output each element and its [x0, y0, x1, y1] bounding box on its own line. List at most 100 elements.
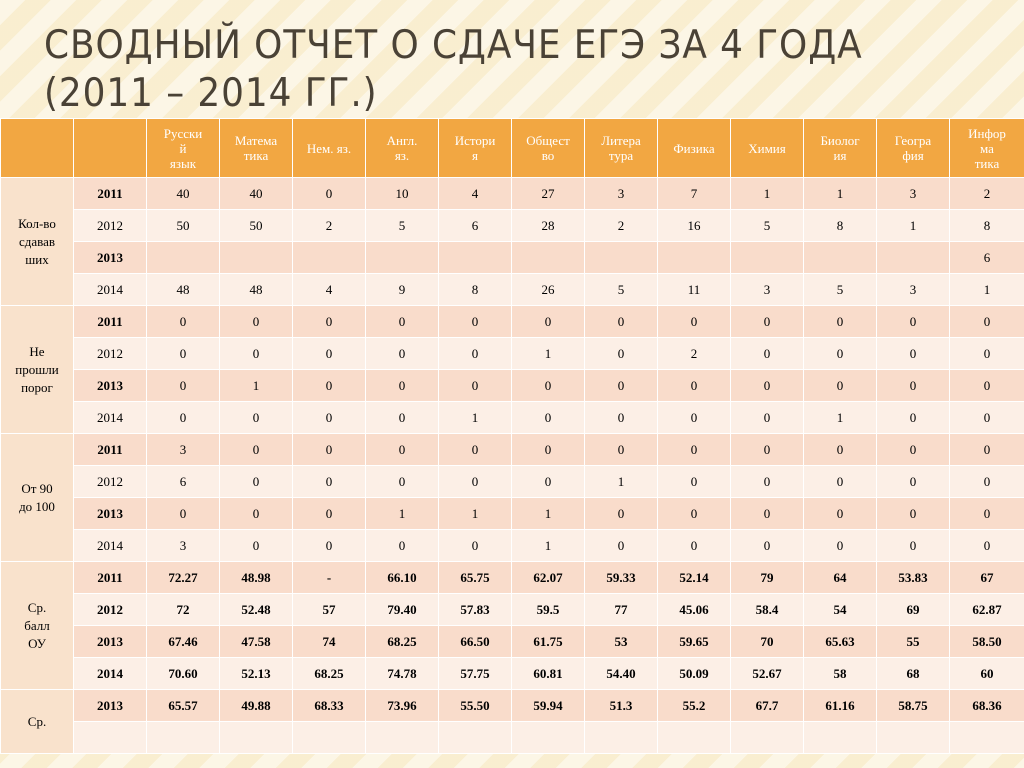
- value-cell: 0: [292, 497, 366, 530]
- value-cell: 0: [219, 465, 293, 498]
- column-header: Англ. яз.: [365, 118, 439, 178]
- value-cell: 0: [876, 401, 950, 434]
- value-cell: 67.7: [730, 689, 804, 722]
- value-cell: 53: [584, 625, 658, 658]
- value-cell: 65.75: [438, 561, 512, 594]
- value-cell: 0: [730, 497, 804, 530]
- row-group-label: Ср. балл ОУ: [0, 561, 74, 690]
- value-cell: 57.83: [438, 593, 512, 626]
- value-cell: 58: [803, 657, 877, 690]
- value-cell: 0: [803, 369, 877, 402]
- value-cell: 0: [365, 529, 439, 562]
- value-cell: 0: [657, 369, 731, 402]
- value-cell: 0: [584, 369, 658, 402]
- value-cell: 1: [438, 401, 512, 434]
- value-cell: 40: [146, 177, 220, 210]
- value-cell: [584, 721, 658, 754]
- year-cell: 2012: [73, 337, 147, 370]
- value-cell: 68.36: [949, 689, 1024, 722]
- value-cell: 0: [657, 497, 731, 530]
- value-cell: 0: [584, 305, 658, 338]
- value-cell: 0: [584, 497, 658, 530]
- value-cell: 0: [438, 369, 512, 402]
- value-cell: 1: [584, 465, 658, 498]
- table-header: Русски й язык Матема тика Нем. яз. Англ. яз. Ист…: [0, 118, 1024, 178]
- value-cell: 0: [219, 337, 293, 370]
- value-cell: 0: [511, 465, 585, 498]
- value-cell: 55: [876, 625, 950, 658]
- value-cell: 74.78: [365, 657, 439, 690]
- value-cell: 6: [438, 209, 512, 242]
- value-cell: 58.50: [949, 625, 1024, 658]
- table-row: 2012 72 52.48 57 79.40 57.83 59.5 77 45.06 58.4 54…: [1, 593, 1024, 626]
- year-cell: [73, 721, 147, 754]
- value-cell: 2: [584, 209, 658, 242]
- value-cell: 48: [146, 273, 220, 306]
- value-cell: 0: [949, 529, 1024, 562]
- column-header: Нем. яз.: [292, 118, 366, 178]
- value-cell: 0: [219, 401, 293, 434]
- value-cell: 0: [365, 305, 439, 338]
- value-cell: [146, 241, 220, 274]
- value-cell: [584, 241, 658, 274]
- value-cell: 1: [730, 177, 804, 210]
- value-cell: 4: [438, 177, 512, 210]
- value-cell: 0: [146, 497, 220, 530]
- value-cell: 66.50: [438, 625, 512, 658]
- value-cell: 6: [146, 465, 220, 498]
- value-cell: 52.14: [657, 561, 731, 594]
- table-row: 2013 0 1 0 0 0 0 0 0 0 0 0 0: [1, 369, 1024, 402]
- value-cell: 0: [365, 401, 439, 434]
- value-cell: [949, 721, 1024, 754]
- value-cell: 70: [730, 625, 804, 658]
- value-cell: [146, 721, 220, 754]
- value-cell: 2: [292, 209, 366, 242]
- table-row: Ср. 2013 65.57 49.88 68.33 73.96 55.50 59.94 51.…: [0, 689, 1024, 754]
- table-row: Не прошли порог 2011 0 0 0 0 0 0 0 0 0 0 0 0: [0, 305, 1024, 434]
- value-cell: 0: [146, 369, 220, 402]
- value-cell: 0: [730, 433, 804, 466]
- column-header: Инфор ма тика: [949, 118, 1024, 178]
- value-cell: 74: [292, 625, 366, 658]
- value-cell: 45.06: [657, 593, 731, 626]
- value-cell: [511, 241, 585, 274]
- value-cell: 53.83: [876, 561, 950, 594]
- value-cell: 72.27: [146, 561, 220, 594]
- value-cell: 0: [219, 433, 293, 466]
- value-cell: [438, 721, 512, 754]
- value-cell: 1: [511, 529, 585, 562]
- value-cell: 0: [146, 337, 220, 370]
- year-cell: 2014: [73, 401, 147, 434]
- value-cell: 65.57: [146, 689, 220, 722]
- value-cell: 52.48: [219, 593, 293, 626]
- year-cell: 2013: [73, 497, 147, 530]
- value-cell: 58.75: [876, 689, 950, 722]
- value-cell: 0: [657, 305, 731, 338]
- value-cell: 47.58: [219, 625, 293, 658]
- slide-title: Сводный отчет о сдаче ЕГЭ за 4 года (201…: [44, 22, 927, 118]
- value-cell: 68.25: [292, 657, 366, 690]
- value-cell: 0: [949, 401, 1024, 434]
- value-cell: 0: [949, 433, 1024, 466]
- value-cell: 27: [511, 177, 585, 210]
- value-cell: [511, 721, 585, 754]
- year-cell: 2011: [73, 561, 147, 594]
- value-cell: 3: [876, 177, 950, 210]
- value-cell: 59.5: [511, 593, 585, 626]
- value-cell: 0: [730, 529, 804, 562]
- value-cell: 55.50: [438, 689, 512, 722]
- value-cell: 54.40: [584, 657, 658, 690]
- value-cell: 0: [146, 401, 220, 434]
- value-cell: 0: [949, 305, 1024, 338]
- value-cell: 50.09: [657, 657, 731, 690]
- column-header: Геогра фия: [876, 118, 950, 178]
- value-cell: 55.2: [657, 689, 731, 722]
- value-cell: 68.25: [365, 625, 439, 658]
- value-cell: 66.10: [365, 561, 439, 594]
- value-cell: [657, 241, 731, 274]
- value-cell: 58.4: [730, 593, 804, 626]
- table-row: 2014 48 48 4 9 8 26 5 11 3 5 3 1: [1, 273, 1024, 306]
- value-cell: 0: [292, 529, 366, 562]
- value-cell: 2: [657, 337, 731, 370]
- value-cell: 67: [949, 561, 1024, 594]
